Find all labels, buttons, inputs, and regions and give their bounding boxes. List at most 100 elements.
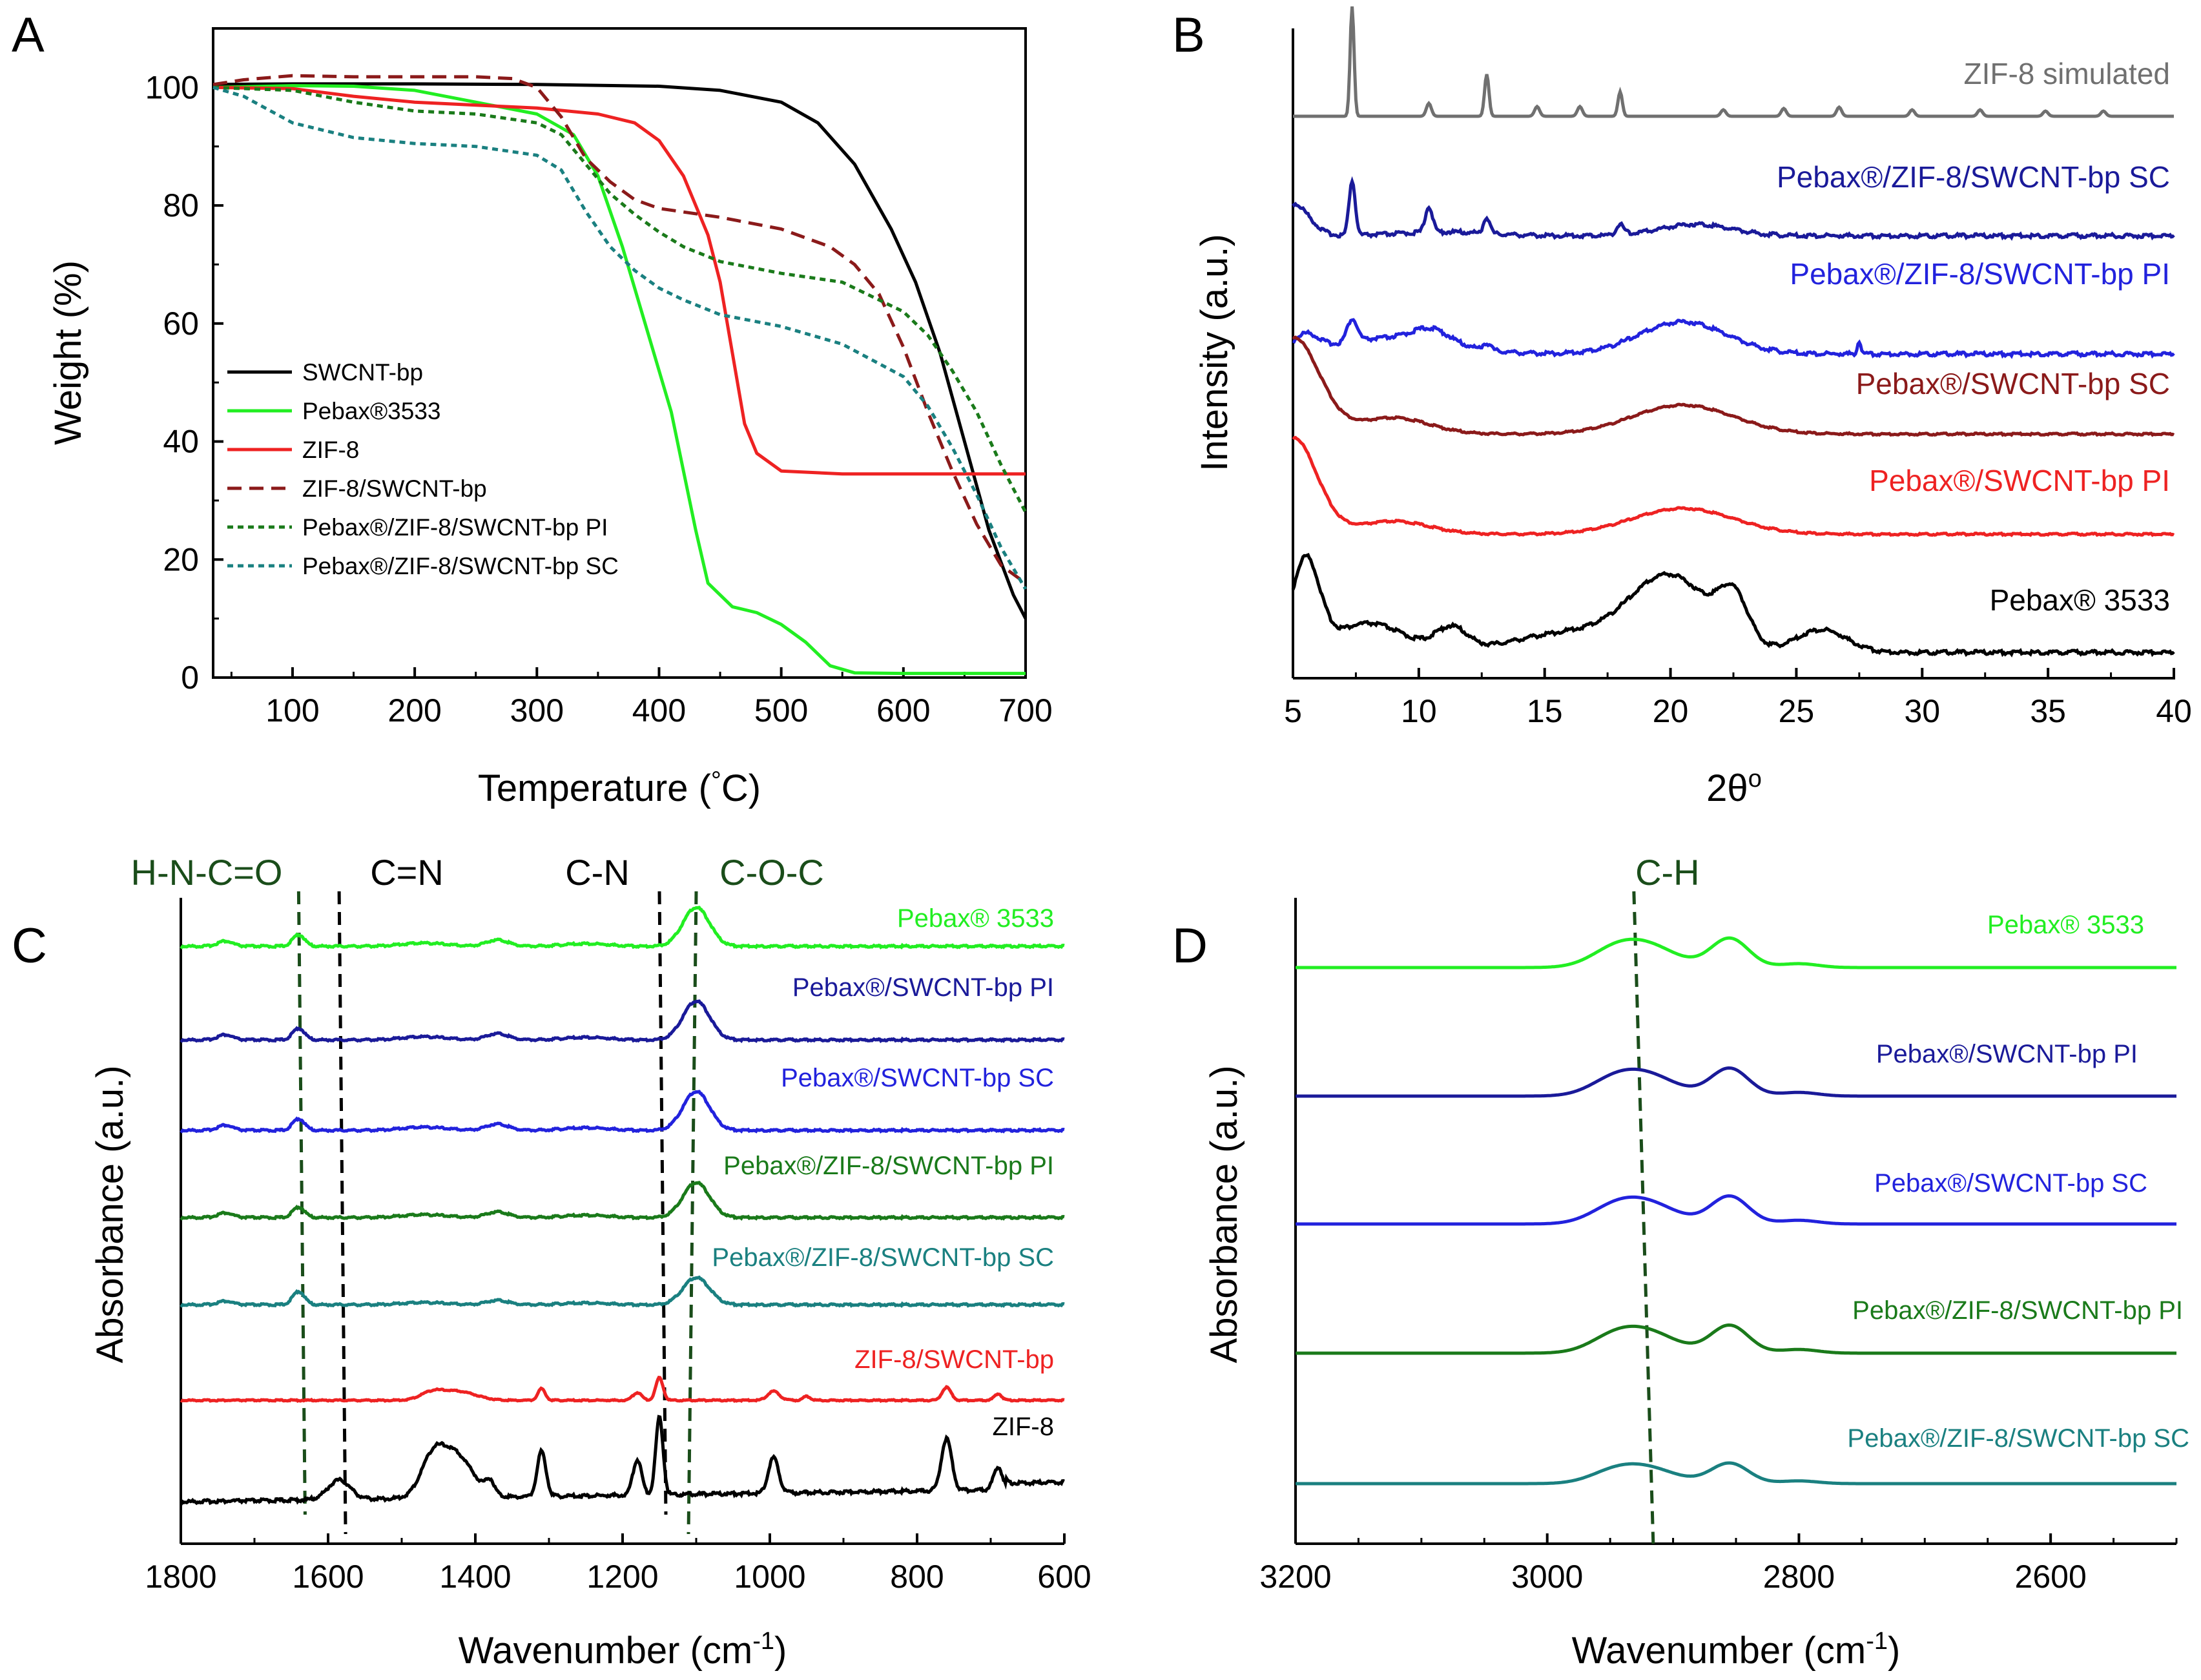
b-series-pebax-3533 <box>1291 552 2175 658</box>
a-legend-label: SWCNT-bp <box>302 359 423 386</box>
b-label-pebax-zif-8-swcnt-bp-pi: Pebax®/ZIF-8/SWCNT-bp PI <box>1790 257 2170 291</box>
d-label-pebax-zif-8-swcnt-bp-sc: Pebax®/ZIF-8/SWCNT-bp SC <box>1847 1424 2189 1453</box>
panel-d-xlabel: Wavenumber (cm-1) <box>1572 1628 1901 1672</box>
a-series-zif-8 <box>212 85 1026 476</box>
xtick-label: 600 <box>1037 1559 1091 1595</box>
panel-c-ftir-chart: 1800 1600 1400 1200 1000 800 600 H-N-C=O C=N C-N… <box>89 852 1091 1672</box>
a-legend-label: Pebax®/ZIF-8/SWCNT-bp PI <box>302 514 608 541</box>
panel-a-xlabel: Temperature (°C) <box>478 767 761 809</box>
c-label-pebax-zif-8-swcnt-bp-sc: Pebax®/ZIF-8/SWCNT-bp SC <box>712 1243 1054 1272</box>
a-legend-label: Pebax®3533 <box>302 398 440 424</box>
d-series-pebax-zif-8-swcnt-bp-pi <box>1296 1323 2176 1355</box>
c-label-zif-8-swcnt-bp: ZIF-8/SWCNT-bp <box>854 1345 1054 1374</box>
xtick-label: 25 <box>1779 693 1815 729</box>
xtick-label: 2600 <box>2015 1559 2087 1595</box>
b-series-pebax-zif-8-swcnt-bp-pi <box>1292 318 2175 359</box>
a-xtick-label: 200 <box>388 692 441 729</box>
c-series-zif-8-swcnt-bp <box>180 1375 1065 1404</box>
b-series-pebax-swcnt-bp-sc <box>1292 335 2175 437</box>
xtick-label: 35 <box>2030 693 2066 729</box>
panel-letter-a: A <box>12 8 45 63</box>
b-series-pebax-zif-8-swcnt-bp-sc <box>1291 176 2175 241</box>
panel-a-ylabel: Weight (%) <box>47 260 89 445</box>
panel-letter-c: C <box>12 918 47 973</box>
d-series-pebax-zif-8-swcnt-bp-sc <box>1296 1461 2176 1486</box>
panel-letter-b: B <box>1172 8 1205 63</box>
c-series-zif-8 <box>179 1415 1065 1506</box>
d-band-label: C-H <box>1635 852 1700 893</box>
c-band-label: H-N-C=O <box>131 852 283 893</box>
a-series-pebax3533 <box>212 84 1026 676</box>
a-ytick-label: 80 <box>163 187 199 223</box>
c-label-pebax-swcnt-bp-pi: Pebax®/SWCNT-bp PI <box>792 973 1054 1002</box>
panel-c-xlabel: Wavenumber (cm-1) <box>459 1628 787 1672</box>
a-xtick-label: 600 <box>876 692 930 729</box>
b-label-zif-8-simulated: ZIF-8 simulated <box>1963 57 2170 90</box>
a-legend-label: ZIF-8 <box>302 437 359 463</box>
a-ytick-label: 0 <box>181 659 199 696</box>
c-band-label: C-N <box>565 852 630 893</box>
xtick-label: 40 <box>2156 693 2192 729</box>
a-series-swcnt-bp <box>212 82 1028 619</box>
c-band-line <box>296 891 307 1515</box>
c-band-line <box>687 891 698 1535</box>
d-label-pebax-zif-8-swcnt-bp-pi: Pebax®/ZIF-8/SWCNT-bp PI <box>1852 1296 2183 1325</box>
xtick-label: 3000 <box>1511 1559 1583 1595</box>
c-label-zif-8: ZIF-8 <box>992 1413 1054 1441</box>
xtick-label: 1800 <box>145 1559 216 1595</box>
panel-d-ylabel: Absorbance (a.u.) <box>1203 1065 1245 1363</box>
c-band-label: C-O-C <box>719 852 824 893</box>
panel-b-xrd-chart: 5 10 15 20 25 30 35 40 ZIF-8 simulated Pebax®/ZI… <box>1194 6 2192 809</box>
a-ytick-label: 60 <box>163 306 199 342</box>
panel-letter-d: D <box>1172 918 1208 973</box>
d-series-pebax-3533 <box>1296 936 2176 970</box>
panel-b-ylabel: Intensity (a.u.) <box>1194 234 1235 471</box>
c-band-line <box>337 891 347 1535</box>
b-label-pebax-3533: Pebax® 3533 <box>1990 583 2170 617</box>
c-series-pebax-3533 <box>180 906 1065 950</box>
xtick-label: 5 <box>1284 693 1302 729</box>
d-series-pebax-swcnt-bp-sc <box>1296 1194 2176 1226</box>
xtick-label: 30 <box>1904 693 1940 729</box>
a-xtick-label: 500 <box>754 692 808 729</box>
panel-a-frame <box>212 27 1027 679</box>
panel-a-tga-chart: 100 200 300 400 500 600 700 0 20 40 60 80 100 SWCNT-… <box>47 27 1053 809</box>
xtick-label: 1400 <box>439 1559 511 1595</box>
a-xtick-label: 100 <box>265 692 319 729</box>
b-series-zif-8-simulated <box>1293 6 2174 118</box>
d-label-pebax-swcnt-bp-pi: Pebax®/SWCNT-bp PI <box>1876 1040 2138 1068</box>
a-series-pebax-zif-8-swcnt-bp-sc <box>212 85 1028 590</box>
b-label-pebax-swcnt-bp-pi: Pebax®/SWCNT-bp PI <box>1869 464 2170 497</box>
b-label-pebax-zif-8-swcnt-bp-sc: Pebax®/ZIF-8/SWCNT-bp SC <box>1777 160 2170 194</box>
xtick-label: 15 <box>1527 693 1563 729</box>
panel-d-ftir-chart: 3200 3000 2800 2600 C-H Pebax® 3533 Pebax®/S… <box>1203 852 2189 1672</box>
c-series-pebax-zif-8-swcnt-bp-pi <box>180 1181 1065 1221</box>
c-label-pebax-swcnt-bp-sc: Pebax®/SWCNT-bp SC <box>781 1064 1054 1092</box>
xtick-label: 1000 <box>734 1559 805 1595</box>
xtick-label: 800 <box>890 1559 944 1595</box>
d-band-line <box>1632 891 1655 1544</box>
b-series-pebax-swcnt-bp-pi <box>1292 435 2175 537</box>
c-series-pebax-swcnt-bp-sc <box>180 1090 1065 1134</box>
xtick-label: 3200 <box>1259 1559 1331 1595</box>
c-label-pebax-zif-8-swcnt-bp-pi: Pebax®/ZIF-8/SWCNT-bp PI <box>723 1152 1054 1180</box>
b-label-pebax-swcnt-bp-sc: Pebax®/SWCNT-bp SC <box>1856 367 2170 400</box>
a-ytick-label: 100 <box>145 69 199 105</box>
a-ytick-label: 40 <box>163 424 199 460</box>
a-legend-label: ZIF-8/SWCNT-bp <box>302 475 487 502</box>
c-series-pebax-zif-8-swcnt-bp-sc <box>180 1275 1065 1309</box>
xtick-label: 1600 <box>292 1559 364 1595</box>
c-series-pebax-swcnt-bp-pi <box>180 999 1065 1044</box>
a-series-zif-8-swcnt-bp <box>212 74 1027 585</box>
xtick-label: 10 <box>1401 693 1437 729</box>
a-legend-label: Pebax®/ZIF-8/SWCNT-bp SC <box>302 553 619 579</box>
d-series-pebax-swcnt-bp-pi <box>1296 1066 2176 1098</box>
c-label-pebax-3533: Pebax® 3533 <box>897 904 1054 933</box>
a-xtick-label: 700 <box>998 692 1052 729</box>
a-ytick-label: 20 <box>163 541 199 577</box>
xtick-label: 2800 <box>1763 1559 1835 1595</box>
c-band-line <box>657 891 668 1515</box>
d-label-pebax-3533: Pebax® 3533 <box>1987 911 2144 939</box>
c-band-label: C=N <box>370 852 444 893</box>
